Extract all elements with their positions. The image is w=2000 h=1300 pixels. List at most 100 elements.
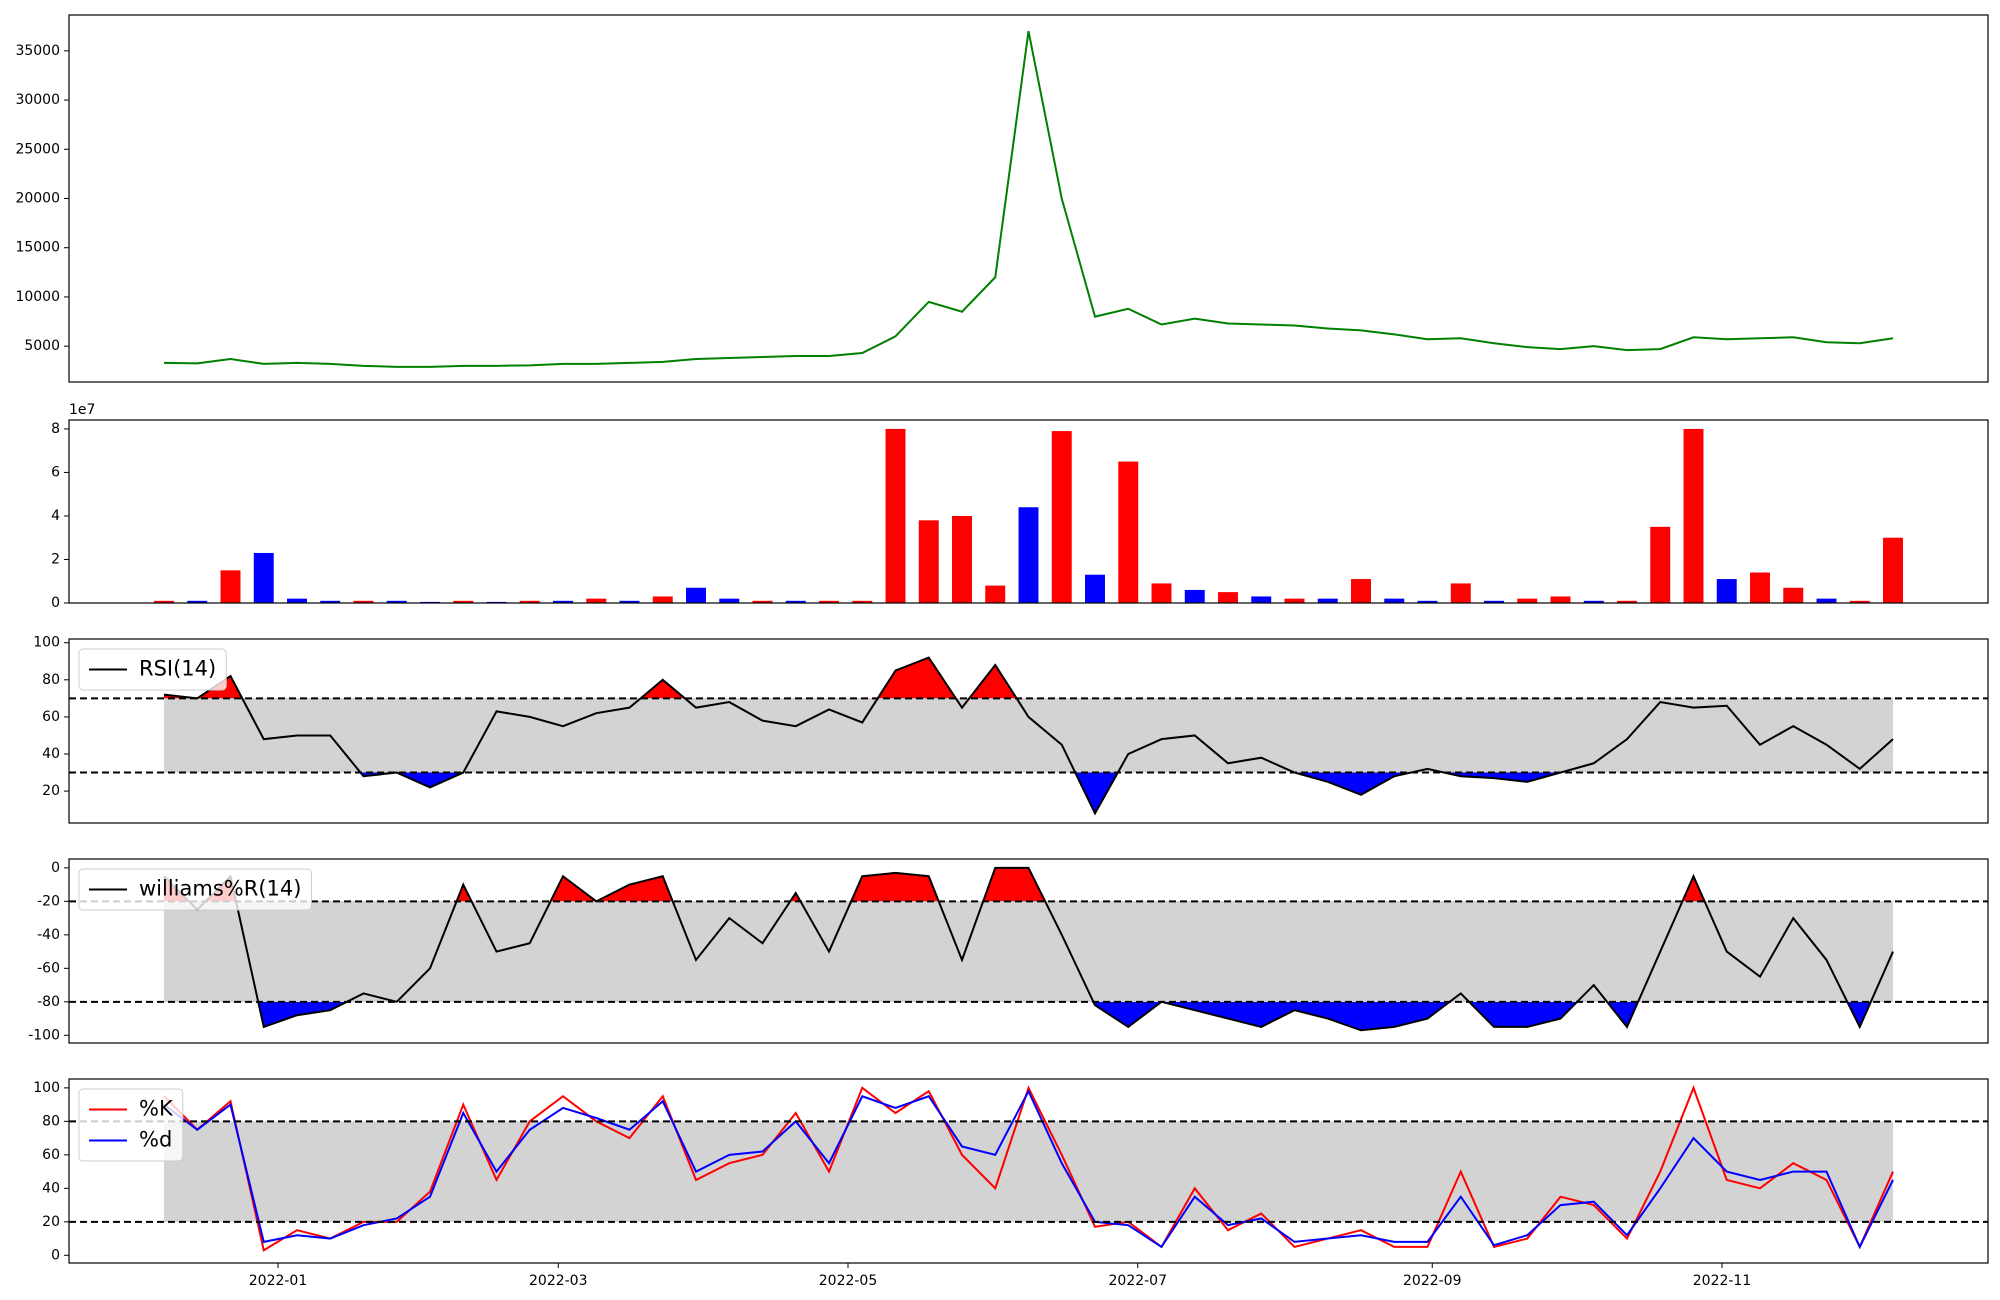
bar xyxy=(1018,507,1039,603)
panel: -100 -80 -60 -40 -20 0 williams%R(14) xyxy=(28,858,1989,1044)
bar xyxy=(1085,574,1105,603)
bar xyxy=(320,600,341,603)
bar xyxy=(918,520,939,603)
bar xyxy=(187,600,208,603)
legend-box xyxy=(78,648,227,691)
bar xyxy=(1317,598,1338,603)
panel: 0 20 40 60 80 100 2022-01 2022-03 2022-05 2022-07… xyxy=(33,1078,1989,1289)
series-line xyxy=(163,866,1894,1032)
bar xyxy=(719,598,740,603)
bar xyxy=(952,515,972,603)
y-tick-label: 0 xyxy=(51,1247,60,1263)
bar xyxy=(1716,579,1737,603)
bar xyxy=(253,552,274,603)
y-tick-label: 0 xyxy=(51,595,60,611)
legend-label: %d xyxy=(139,1128,172,1152)
bar xyxy=(1218,592,1238,603)
bar xyxy=(453,600,474,603)
bar xyxy=(553,600,573,603)
bar xyxy=(1118,461,1139,603)
axis-offset-label: 1e7 xyxy=(69,402,95,418)
bar xyxy=(1151,583,1172,603)
y-tick-label: 100 xyxy=(33,635,60,651)
y-tick-label: 4 xyxy=(51,508,60,524)
legend-box xyxy=(78,868,312,911)
legend: RSI(14) xyxy=(78,648,227,691)
y-tick-label: 40 xyxy=(42,1180,60,1196)
y-tick-label: 6 xyxy=(51,464,60,480)
bar xyxy=(586,598,607,603)
bar xyxy=(386,600,407,603)
bar xyxy=(1450,583,1471,603)
legend: williams%R(14) xyxy=(78,868,312,911)
bar xyxy=(852,600,873,603)
y-tick-label: 60 xyxy=(42,1147,60,1163)
panel: 20 40 60 80 100 RSI(14) xyxy=(33,635,1989,824)
bar xyxy=(1517,598,1538,603)
bar xyxy=(1384,598,1405,603)
x-tick-label: 2022-03 xyxy=(529,1273,588,1289)
bar xyxy=(1883,537,1903,603)
threshold-band xyxy=(164,1121,1893,1222)
y-tick-label: 15000 xyxy=(15,240,60,256)
legend-label: RSI(14) xyxy=(139,657,216,681)
y-tick-label: 80 xyxy=(42,672,60,688)
y-tick-label: 60 xyxy=(42,709,60,725)
series-line xyxy=(163,1088,1894,1250)
legend-label: williams%R(14) xyxy=(139,877,301,901)
threshold-band xyxy=(164,698,1893,773)
y-tick-label: 35000 xyxy=(15,43,60,59)
bar xyxy=(752,600,773,603)
bar xyxy=(1683,428,1704,603)
bar xyxy=(353,600,374,603)
axes-frame xyxy=(68,14,1989,383)
bar xyxy=(220,570,241,603)
y-tick-label: -40 xyxy=(37,927,60,943)
axes-frame xyxy=(68,419,1989,604)
y-tick-label: 0 xyxy=(51,860,60,876)
bar xyxy=(1849,600,1870,603)
y-tick-label: -20 xyxy=(37,893,60,909)
series-line xyxy=(163,30,1894,368)
y-tick-label: 20 xyxy=(42,783,60,799)
bar xyxy=(154,600,174,603)
bar xyxy=(1583,600,1604,603)
bar xyxy=(1251,596,1272,603)
y-tick-label: 10000 xyxy=(15,289,60,305)
y-tick-label: 2 xyxy=(51,551,60,567)
bar xyxy=(1650,526,1671,603)
bar xyxy=(287,598,307,603)
bar xyxy=(619,600,640,603)
bar xyxy=(1284,598,1305,603)
y-tick-label: 80 xyxy=(42,1113,60,1129)
y-tick-label: -60 xyxy=(37,960,60,976)
bar xyxy=(785,600,806,603)
axes-frame xyxy=(68,1078,1989,1264)
threshold-band xyxy=(164,901,1893,1002)
legend: %K %d xyxy=(78,1088,184,1162)
legend-box xyxy=(78,1088,184,1162)
panel: 0 2 4 6 8 1e7 xyxy=(51,402,1989,611)
bar xyxy=(1051,431,1072,603)
bar xyxy=(1816,598,1837,603)
bar xyxy=(1484,600,1504,603)
bar xyxy=(652,596,673,603)
axes-frame xyxy=(68,858,1989,1044)
y-tick-label: -100 xyxy=(28,1027,60,1043)
bar xyxy=(686,587,706,603)
bar xyxy=(1351,579,1371,603)
x-tick-label: 2022-07 xyxy=(1109,1273,1168,1289)
legend-label: %K xyxy=(139,1097,174,1121)
bar xyxy=(1417,600,1438,603)
series-line xyxy=(163,656,1894,816)
bar xyxy=(985,585,1006,603)
y-tick-label: -80 xyxy=(37,994,60,1010)
y-tick-label: 20 xyxy=(42,1214,60,1230)
bar xyxy=(1184,589,1205,603)
fill-below xyxy=(258,1001,1871,1031)
bar xyxy=(1783,587,1804,603)
x-tick-label: 2022-09 xyxy=(1403,1273,1462,1289)
axes-frame xyxy=(68,638,1989,824)
